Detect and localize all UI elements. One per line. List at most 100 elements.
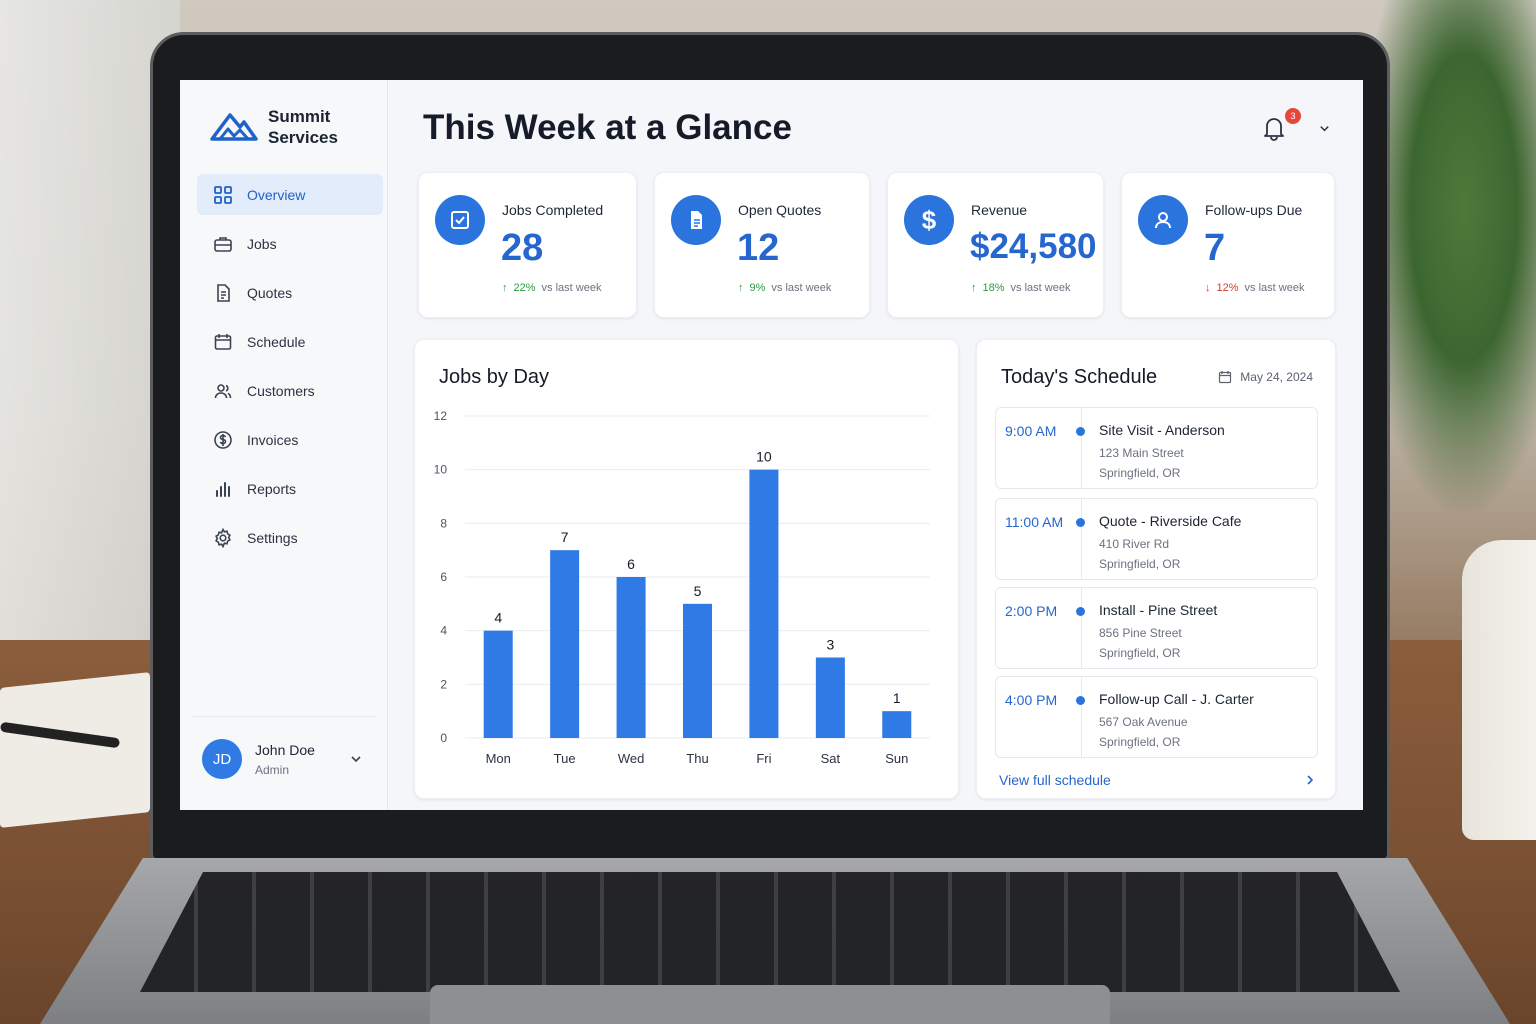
page-title: This Week at a Glance	[423, 108, 792, 147]
schedule-title: Today's Schedule	[1001, 366, 1158, 388]
bar	[749, 469, 779, 738]
y-tick-label: 2	[440, 677, 447, 691]
bar	[616, 577, 646, 738]
user-name: John Doe	[255, 741, 315, 758]
chevron-right-icon[interactable]	[1303, 773, 1317, 787]
schedule-item[interactable]: 4:00 PM Follow-up Call - J. Carter 567 O…	[995, 676, 1318, 758]
todays-schedule-card: Today's Schedule May 24, 2024 9:00 AM Si…	[976, 339, 1336, 799]
brand[interactable]: Summit Services	[210, 106, 358, 148]
sidebar-item-invoices[interactable]: Invoices	[197, 419, 383, 460]
x-tick-label: Fri	[756, 751, 771, 766]
schedule-time: 9:00 AM	[1005, 423, 1057, 439]
schedule-title-text: Install - Pine Street	[1099, 602, 1218, 618]
user-menu[interactable]: JD John Doe Admin	[192, 716, 375, 779]
y-tick-label: 8	[440, 516, 447, 530]
trackpad	[430, 985, 1110, 1024]
sidebar-nav: Overview Jobs Quotes Schedule	[197, 174, 383, 566]
calendar-icon	[213, 332, 233, 352]
grid-icon	[213, 185, 233, 205]
sidebar-item-label: Overview	[247, 186, 306, 203]
schedule-address: 410 River Rd	[1099, 537, 1170, 551]
sidebar-item-settings[interactable]: Settings	[197, 517, 383, 558]
notification-badge: 3	[1285, 108, 1301, 124]
file-icon	[671, 195, 721, 245]
x-tick-label: Mon	[486, 751, 511, 766]
sidebar-item-label: Settings	[247, 529, 298, 546]
arrow-up-icon: ↑	[502, 282, 508, 294]
bar-chart-icon	[213, 479, 233, 499]
delta-value: 9%	[749, 282, 766, 294]
kpi-delta: ↑ 9% vs last week	[738, 282, 831, 294]
arrow-down-icon: ↓	[1205, 282, 1211, 294]
sidebar-item-label: Invoices	[247, 431, 299, 448]
coffee-mug	[1462, 540, 1536, 840]
jobs-by-day-card: Jobs by Day 0 2 4 6 8 10 12 4 Mon 7 Tue 6 Wed 5 Thu 10 F…	[414, 339, 959, 799]
bar	[683, 603, 712, 738]
kpi-label: Jobs Completed	[502, 202, 604, 218]
kpi-value: 28	[501, 227, 544, 269]
schedule-date: May 24, 2024	[1218, 370, 1313, 384]
mountain-logo-icon	[210, 113, 258, 141]
kpi-delta: ↑ 18% vs last week	[971, 282, 1070, 294]
brand-name: Summit Services	[268, 107, 338, 147]
avatar: JD	[202, 739, 242, 779]
app-screen: Summit Services Overview Jobs Quotes	[180, 80, 1363, 810]
arrow-up-icon: ↑	[971, 282, 977, 294]
sidebar-item-label: Customers	[247, 382, 315, 399]
kpi-card-revenue[interactable]: $ Revenue $24,580 ↑ 18% vs last week	[887, 172, 1104, 318]
user-icon	[1138, 195, 1188, 245]
y-tick-label: 4	[440, 624, 447, 638]
schedule-item[interactable]: 9:00 AM Site Visit - Anderson 123 Main S…	[995, 407, 1318, 489]
timeline-dot	[1076, 427, 1085, 436]
kpi-value: $24,580	[970, 227, 1097, 266]
y-tick-label: 6	[440, 570, 447, 584]
bar	[882, 711, 912, 738]
chart-title: Jobs by Day	[439, 366, 550, 388]
sidebar-item-label: Schedule	[247, 333, 306, 350]
schedule-item[interactable]: 11:00 AM Quote - Riverside Cafe 410 Rive…	[995, 498, 1318, 580]
bell-icon[interactable]	[1260, 114, 1288, 142]
chevron-down-icon[interactable]	[1318, 122, 1331, 135]
kpi-card-jobs-completed[interactable]: Jobs Completed 28 ↑ 22% vs last week	[418, 172, 637, 318]
timeline-line	[1081, 588, 1082, 668]
delta-value: 22%	[513, 282, 536, 294]
arrow-up-icon: ↑	[738, 282, 744, 294]
delta-suffix: vs last week	[771, 282, 832, 294]
kpi-card-open-quotes[interactable]: Open Quotes 12 ↑ 9% vs last week	[654, 172, 870, 318]
bar	[550, 550, 580, 738]
schedule-time: 4:00 PM	[1005, 692, 1058, 708]
x-tick-label: Wed	[618, 751, 645, 766]
data-label: 6	[627, 556, 635, 572]
y-tick-label: 0	[440, 731, 447, 745]
kpi-delta: ↓ 12% vs last week	[1205, 282, 1304, 294]
jobs-by-day-chart: 0 2 4 6 8 10 12 4 Mon 7 Tue 6 Wed 5 Thu 10 Fri 3 Sat 1 Sun	[434, 409, 930, 766]
gear-icon	[213, 527, 233, 548]
x-tick-label: Sat	[821, 751, 841, 766]
delta-value: 18%	[982, 282, 1005, 294]
data-label: 7	[561, 529, 569, 545]
sidebar-item-reports[interactable]: Reports	[197, 468, 383, 509]
sidebar-item-overview[interactable]: Overview	[197, 174, 383, 215]
timeline-dot	[1076, 696, 1085, 705]
sidebar-item-quotes[interactable]: Quotes	[197, 272, 383, 313]
sidebar-item-customers[interactable]: Customers	[197, 370, 383, 411]
kpi-value: 7	[1204, 227, 1226, 269]
notebook	[0, 672, 150, 828]
timeline-line	[1081, 499, 1082, 579]
main-content: This Week at a Glance 3 Jobs Completed 2…	[388, 80, 1363, 810]
sidebar-item-schedule[interactable]: Schedule	[197, 321, 383, 362]
checkbox-icon	[435, 195, 485, 245]
user-role: Admin	[255, 762, 290, 777]
view-full-schedule-link[interactable]: View full schedule	[999, 772, 1111, 788]
dollar-circle-icon	[213, 430, 233, 450]
chevron-down-icon[interactable]	[349, 752, 363, 766]
sidebar-item-jobs[interactable]: Jobs	[197, 223, 383, 264]
schedule-item[interactable]: 2:00 PM Install - Pine Street 856 Pine S…	[995, 587, 1318, 669]
data-label: 5	[694, 583, 702, 599]
data-label: 4	[494, 610, 502, 626]
data-label: 10	[756, 449, 772, 465]
data-label: 1	[893, 690, 901, 706]
sidebar-item-label: Reports	[247, 480, 297, 497]
kpi-card-follow-ups[interactable]: Follow-ups Due 7 ↓ 12% vs last week	[1121, 172, 1335, 318]
schedule-time: 2:00 PM	[1005, 603, 1058, 619]
